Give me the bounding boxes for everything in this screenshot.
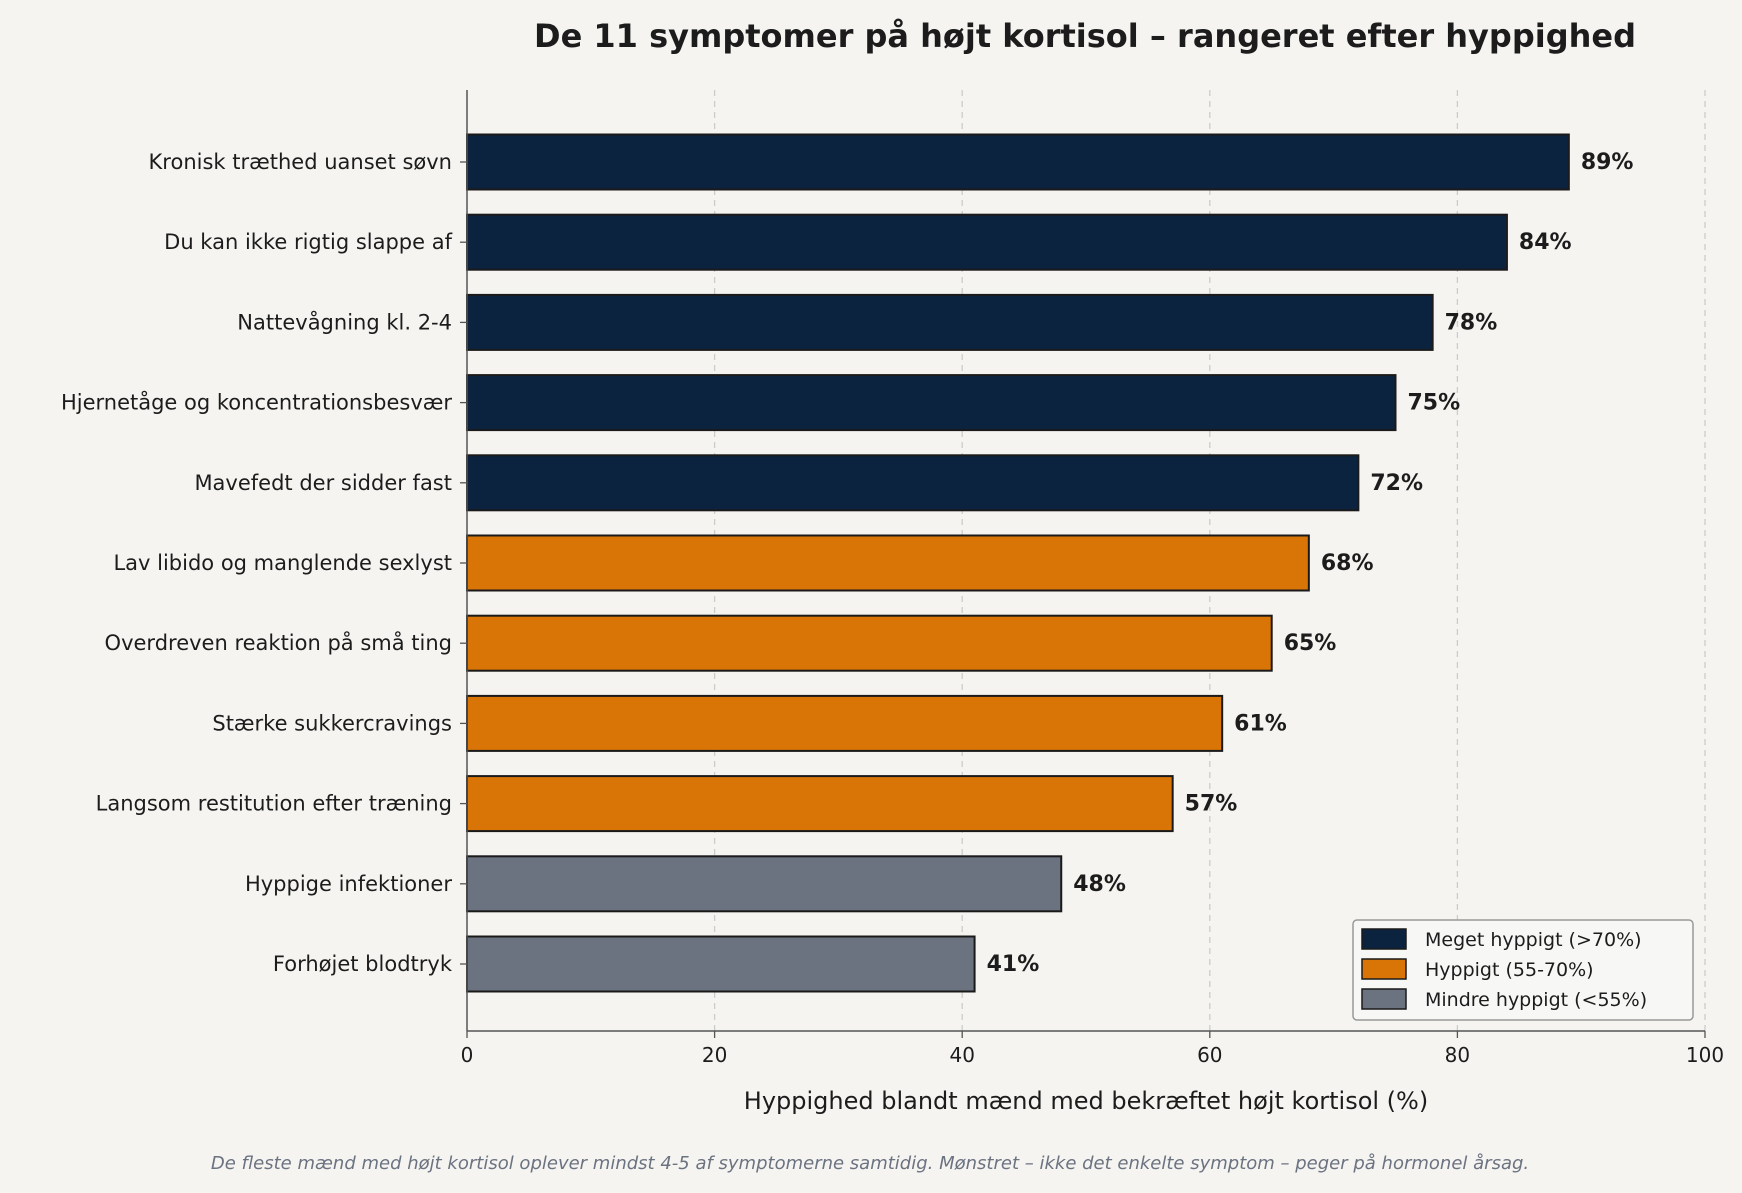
y-tick-label-7: Stærke sukkercravings bbox=[212, 711, 452, 735]
bar-4 bbox=[466, 454, 1360, 512]
bar-1 bbox=[466, 213, 1508, 271]
y-tick-label-10: Forhøjet blodtryk bbox=[273, 952, 453, 976]
legend-label-2: Mindre hyppigt (<55%) bbox=[1425, 989, 1647, 1011]
legend-label-1: Hyppigt (55-70%) bbox=[1425, 959, 1594, 981]
y-tick-label-8: Langsom restitution efter træning bbox=[96, 792, 452, 816]
bar-10 bbox=[466, 935, 976, 993]
legend-box bbox=[1352, 919, 1694, 1021]
bar-value-label-7: 61% bbox=[1234, 711, 1287, 736]
bar-value-label-1: 84% bbox=[1519, 230, 1572, 255]
chart-title: De 11 symptomer på højt kortisol – range… bbox=[534, 17, 1636, 55]
bar-value-label-0: 89% bbox=[1581, 150, 1634, 175]
x-tick-label-2: 40 bbox=[949, 1043, 974, 1067]
legend-swatch-2 bbox=[1361, 988, 1407, 1010]
axes: 0 20 40 60 80 100 Kronisk træthed uanset søvn D… bbox=[61, 90, 1724, 1067]
legend-label-0: Meget hyppigt (>70%) bbox=[1425, 929, 1642, 951]
bar-value-label-5: 68% bbox=[1321, 551, 1374, 576]
y-tick-label-1: Du kan ikke rigtig slappe af bbox=[164, 230, 452, 254]
x-tick-label-1: 20 bbox=[702, 1043, 727, 1067]
legend-swatch-1 bbox=[1361, 958, 1407, 980]
bar-2 bbox=[466, 293, 1434, 351]
bar-value-label-4: 72% bbox=[1370, 471, 1423, 496]
bar-value-label-9: 48% bbox=[1073, 872, 1126, 897]
x-tick-label-0: 0 bbox=[461, 1043, 474, 1067]
bar-value-label-10: 41% bbox=[987, 952, 1040, 977]
x-tick-label-4: 80 bbox=[1445, 1043, 1470, 1067]
bar-value-label-8: 57% bbox=[1185, 792, 1238, 817]
y-tick-label-2: Nattevågning kl. 2-4 bbox=[237, 309, 452, 334]
footnote: De fleste mænd med højt kortisol oplever… bbox=[211, 1153, 1529, 1174]
bars: 89% 84% 78% 75% 72% 68% 65% 61% 57% 48% 41% bbox=[466, 133, 1634, 993]
y-tick-label-4: Mavefedt der sidder fast bbox=[194, 471, 452, 495]
x-tick-label-5: 100 bbox=[1686, 1043, 1724, 1067]
bar-9 bbox=[466, 855, 1063, 913]
legend-swatch-0 bbox=[1361, 928, 1407, 950]
bar-value-label-3: 75% bbox=[1408, 391, 1461, 416]
bar-5 bbox=[466, 534, 1310, 592]
y-tick-label-6: Overdreven reaktion på små ting bbox=[105, 630, 452, 655]
y-tick-label-9: Hyppige infektioner bbox=[245, 872, 452, 896]
x-axis-label: Hyppighed blandt mænd med bekræftet højt… bbox=[744, 1087, 1428, 1115]
bar-3 bbox=[466, 374, 1397, 432]
bar-value-label-2: 78% bbox=[1445, 310, 1498, 335]
bar-7 bbox=[466, 694, 1224, 752]
y-tick-label-3: Hjernetåge og koncentrationsbesvær bbox=[61, 390, 452, 415]
y-tick-label-0: Kronisk træthed uanset søvn bbox=[149, 150, 452, 174]
bar-value-label-6: 65% bbox=[1284, 631, 1337, 656]
bar-8 bbox=[466, 775, 1174, 833]
y-tick-label-5: Lav libido og manglende sexlyst bbox=[113, 551, 452, 575]
legend: Meget hyppigt (>70%) Hyppigt (55-70%) Mind… bbox=[1352, 919, 1694, 1021]
x-tick-label-3: 60 bbox=[1197, 1043, 1222, 1067]
bar-0 bbox=[466, 133, 1570, 191]
bar-6 bbox=[466, 614, 1273, 672]
